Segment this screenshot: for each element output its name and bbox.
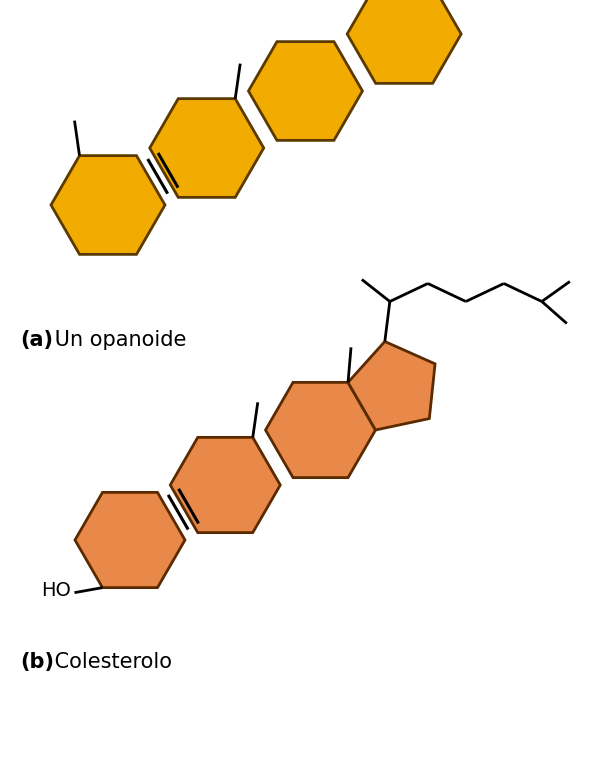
Polygon shape (51, 156, 165, 254)
Text: (a): (a) (20, 330, 53, 350)
Polygon shape (170, 437, 280, 533)
Polygon shape (265, 383, 376, 477)
Polygon shape (348, 342, 435, 430)
Text: Colesterolo: Colesterolo (48, 652, 172, 672)
Polygon shape (75, 492, 185, 588)
Text: (b): (b) (20, 652, 54, 672)
Polygon shape (347, 0, 461, 83)
Polygon shape (248, 42, 362, 140)
Polygon shape (150, 99, 264, 197)
Text: Un opanoide: Un opanoide (48, 330, 186, 350)
Text: HO: HO (42, 581, 72, 600)
